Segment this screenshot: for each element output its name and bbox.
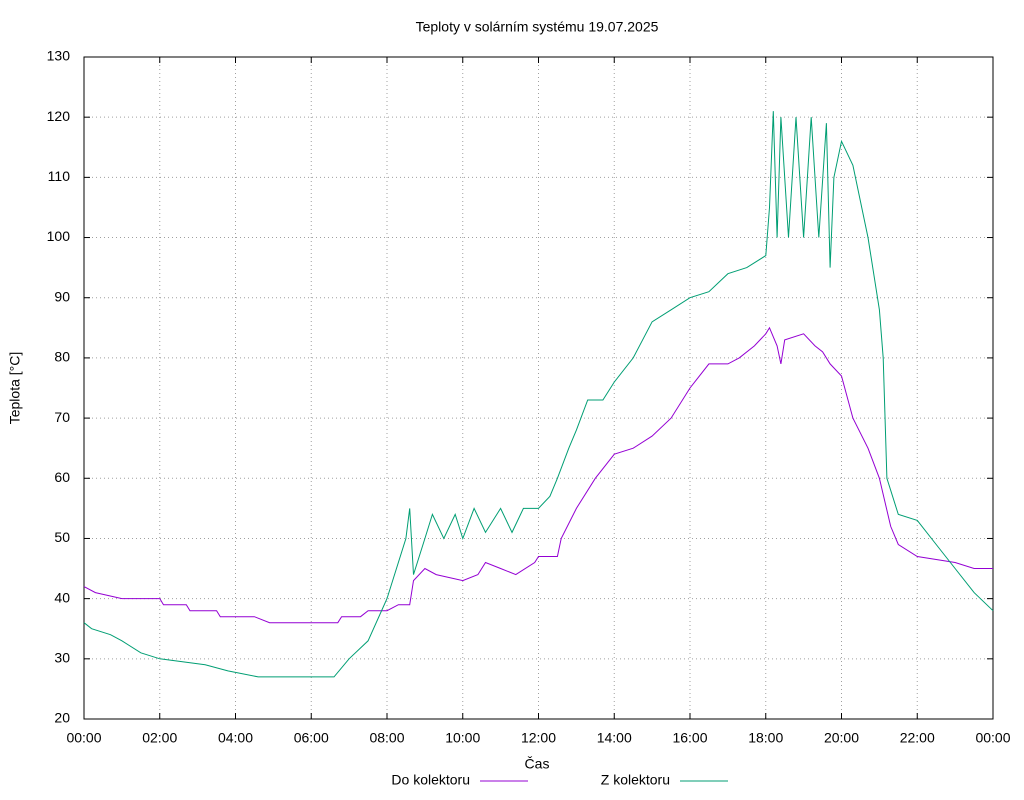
x-tick-label: 02:00 (142, 730, 177, 746)
y-tick-label: 60 (54, 469, 70, 485)
x-tick-label: 04:00 (218, 730, 253, 746)
x-axis-label: Čas (525, 756, 550, 772)
y-tick-label: 120 (47, 108, 71, 124)
x-tick-label: 20:00 (824, 730, 859, 746)
y-tick-label: 40 (54, 589, 70, 605)
series-line (83, 326, 993, 624)
y-tick-label: 70 (54, 409, 70, 425)
y-tick-label: 30 (54, 650, 70, 666)
x-tick-label: 06:00 (294, 730, 329, 746)
x-tick-label: 22:00 (900, 730, 935, 746)
legend-label: Do kolektoru (391, 772, 470, 788)
plot-frame (83, 56, 994, 720)
y-axis-label: Teplota [°C] (7, 352, 23, 425)
x-tick-label: 14:00 (597, 730, 632, 746)
y-tick-label: 130 (47, 48, 71, 64)
x-tick-label: 16:00 (672, 730, 707, 746)
y-tick-label: 100 (47, 228, 71, 244)
x-tick-label: 00:00 (975, 730, 1010, 746)
legend-label: Z kolektoru (601, 772, 670, 788)
x-tick-label: 18:00 (748, 730, 783, 746)
y-tick-label: 110 (48, 168, 71, 184)
y-tick-label: 90 (54, 288, 70, 304)
x-tick-label: 10:00 (445, 730, 480, 746)
series-line (83, 111, 994, 678)
y-tick-label: 80 (54, 349, 70, 365)
x-tick-label: 00:00 (66, 730, 101, 746)
x-tick-label: 12:00 (521, 730, 556, 746)
y-tick-label: 20 (54, 710, 70, 726)
x-tick-label: 08:00 (369, 730, 404, 746)
chart-title: Teploty v solárním systému 19.07.2025 (416, 19, 659, 35)
y-tick-label: 50 (54, 529, 70, 545)
